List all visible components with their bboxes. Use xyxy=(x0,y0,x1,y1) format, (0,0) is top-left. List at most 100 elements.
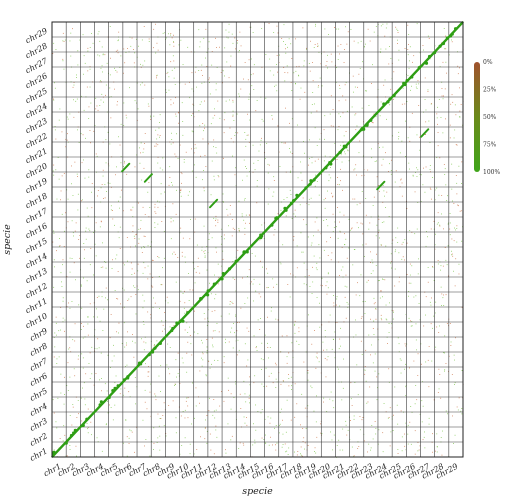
noise-dot xyxy=(148,372,149,373)
noise-dot xyxy=(423,439,424,440)
noise-dot xyxy=(455,435,456,436)
noise-dot xyxy=(81,353,82,354)
noise-dot xyxy=(189,191,190,192)
noise-dot xyxy=(274,428,275,429)
noise-dot xyxy=(142,295,143,296)
noise-dot xyxy=(438,195,439,196)
noise-dot xyxy=(102,296,103,297)
noise-dot xyxy=(70,308,71,309)
noise-dot xyxy=(342,450,343,451)
noise-dot xyxy=(338,129,339,130)
noise-dot xyxy=(376,225,377,226)
noise-dot xyxy=(183,64,184,65)
noise-dot xyxy=(404,369,405,370)
noise-dot xyxy=(68,119,69,120)
noise-dot xyxy=(100,226,101,227)
noise-dot xyxy=(442,96,443,97)
diagonal-blob xyxy=(100,400,103,403)
noise-dot xyxy=(373,439,374,440)
noise-dot xyxy=(398,136,399,137)
diagonal-blob xyxy=(442,42,445,45)
noise-dot xyxy=(280,424,281,425)
noise-dot xyxy=(192,171,193,172)
noise-dot xyxy=(255,256,256,257)
noise-dot xyxy=(311,245,312,246)
noise-dot xyxy=(350,420,351,421)
noise-dot xyxy=(203,251,204,252)
diagonal-blob xyxy=(159,342,162,345)
noise-dot xyxy=(188,417,189,418)
noise-dot xyxy=(257,350,258,351)
noise-dot xyxy=(245,343,246,344)
noise-dot xyxy=(186,152,187,153)
diagonal-blob xyxy=(328,161,331,164)
noise-dot xyxy=(118,333,119,334)
noise-dot xyxy=(205,256,206,257)
noise-dot xyxy=(302,456,303,457)
noise-dot xyxy=(431,305,432,306)
noise-dot xyxy=(224,47,225,48)
noise-dot xyxy=(167,297,168,298)
noise-dot xyxy=(196,177,197,178)
noise-dot xyxy=(418,273,419,274)
noise-dot xyxy=(437,224,438,225)
noise-dot xyxy=(110,337,111,338)
noise-dot xyxy=(159,450,160,451)
noise-dot xyxy=(157,201,158,202)
noise-dot xyxy=(346,435,347,436)
noise-dot xyxy=(385,49,386,50)
noise-dot xyxy=(157,75,158,76)
noise-dot xyxy=(126,343,127,344)
noise-dot xyxy=(419,137,420,138)
noise-dot xyxy=(338,113,339,114)
noise-dot xyxy=(414,233,415,234)
noise-dot xyxy=(437,107,438,108)
noise-dot xyxy=(352,264,353,265)
noise-dot xyxy=(354,455,355,456)
noise-dot xyxy=(207,347,208,348)
noise-dot xyxy=(223,194,224,195)
noise-dot xyxy=(187,406,188,407)
noise-dot xyxy=(54,233,55,234)
noise-dot xyxy=(237,40,238,41)
noise-dot xyxy=(299,331,300,332)
noise-dot xyxy=(255,110,256,111)
noise-dot xyxy=(175,84,176,85)
noise-dot xyxy=(244,303,245,304)
noise-dot xyxy=(383,190,384,191)
noise-dot xyxy=(301,173,302,174)
noise-dot xyxy=(127,237,128,238)
noise-dot xyxy=(81,286,82,287)
noise-dot xyxy=(204,125,205,126)
noise-dot xyxy=(182,256,183,257)
noise-dot xyxy=(381,319,382,320)
noise-dot xyxy=(214,310,215,311)
noise-dot xyxy=(233,348,234,349)
noise-dot xyxy=(457,145,458,146)
noise-dot xyxy=(242,216,243,217)
noise-dot xyxy=(252,253,253,254)
noise-dot xyxy=(239,96,240,97)
noise-dot xyxy=(418,80,419,81)
noise-dot xyxy=(134,287,135,288)
noise-dot xyxy=(301,394,302,395)
noise-dot xyxy=(459,117,460,118)
diagonal-blob xyxy=(207,289,210,292)
noise-dot xyxy=(56,323,57,324)
noise-dot xyxy=(54,413,55,414)
noise-dot xyxy=(259,293,260,294)
noise-dot xyxy=(244,234,245,235)
noise-dot xyxy=(443,96,444,97)
noise-dot xyxy=(53,100,54,101)
noise-dot xyxy=(56,250,57,251)
noise-dot xyxy=(216,153,217,154)
noise-dot xyxy=(381,102,382,103)
noise-dot xyxy=(318,85,319,86)
noise-dot xyxy=(112,361,113,362)
noise-dot xyxy=(232,116,233,117)
noise-dot xyxy=(330,237,331,238)
noise-dot xyxy=(327,294,328,295)
noise-dot xyxy=(362,419,363,420)
noise-dot xyxy=(174,154,175,155)
noise-dot xyxy=(315,26,316,27)
